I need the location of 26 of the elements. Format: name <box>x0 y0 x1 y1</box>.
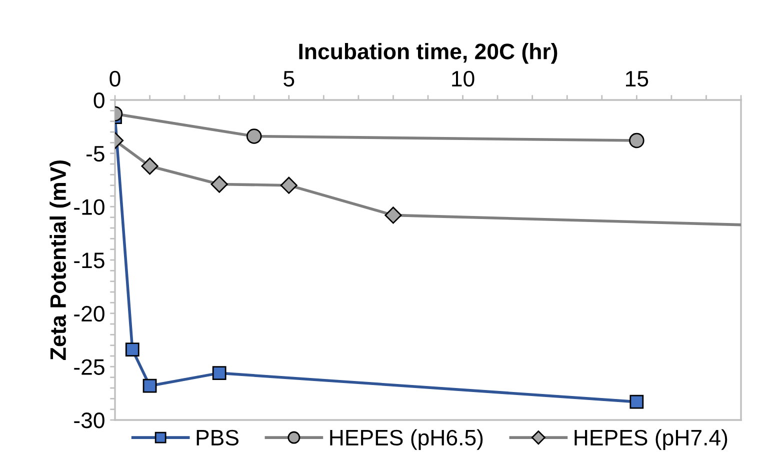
point <box>141 158 158 175</box>
legend-label: HEPES (pH6.5) <box>330 429 483 450</box>
y-tick-label: -20 <box>74 306 104 322</box>
point <box>630 394 644 409</box>
point <box>142 378 157 393</box>
y-tick-label: -25 <box>74 359 104 375</box>
point <box>384 206 402 224</box>
x-tick-label: 15 <box>626 71 648 87</box>
y-tick-label: -5 <box>86 146 104 162</box>
legend-label: PBS <box>196 430 238 446</box>
x-tick-label: 0 <box>110 70 120 87</box>
y-tick-label: 0 <box>94 92 104 108</box>
x-tick-label: 10 <box>452 70 474 87</box>
point <box>125 342 140 357</box>
point <box>210 176 228 193</box>
y-tick-label: -15 <box>74 252 104 268</box>
point <box>280 176 298 194</box>
y-axis-title: Zeta Potential (mV) <box>50 160 70 360</box>
y-tick-label: -30 <box>74 412 104 428</box>
y-tick-label: -10 <box>74 199 104 215</box>
x-tick-label: 5 <box>284 71 294 87</box>
legend-label: HEPES (pH7.4) <box>574 429 728 450</box>
point <box>629 132 644 148</box>
point <box>212 366 226 380</box>
point <box>246 128 262 144</box>
x-axis-title: Incubation time, 20C (hr) <box>299 43 558 64</box>
